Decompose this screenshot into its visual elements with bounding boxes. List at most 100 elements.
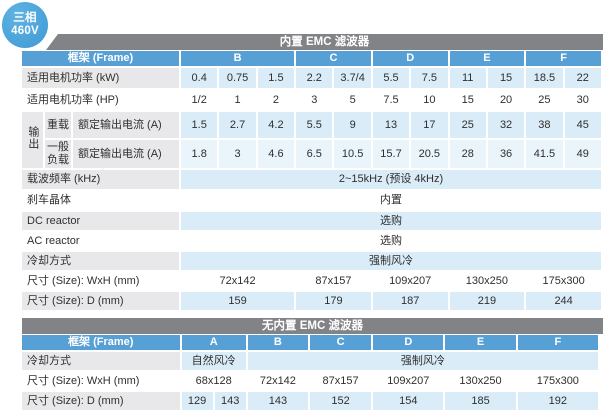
s2-depth-v0: 129 [181, 392, 213, 410]
section1-title-band: 内置 EMC 滤波器 [46, 34, 603, 50]
s2-wxh-v4: 130x250 [445, 372, 516, 390]
s1-carrier-row: 载波频率 (kHz) 2~15kHz (预设 4kHz) [22, 170, 601, 189]
s2-wxh-v5: 175x300 [517, 372, 598, 390]
s1-depth-v0: 159 [181, 292, 295, 310]
s1-ac-reactor-label: AC reactor [22, 232, 180, 250]
s2-frame-c: C [309, 335, 372, 350]
s1-output-group-label: 输出 [22, 112, 43, 168]
s1-wxh-v3: 130x250 [449, 272, 525, 290]
s1-normal-v8: 36 [487, 140, 525, 168]
s1-normal-v6: 20.5 [411, 140, 448, 168]
s1-frame-row: 框架 (Frame) B C D E F [22, 51, 601, 66]
s2-cooling-value-a: 自然风冷 [181, 352, 246, 370]
s1-heavy-v3: 5.5 [296, 112, 333, 138]
s1-depth-v1: 179 [296, 292, 371, 310]
s2-cooling-value-rest: 强制风冷 [247, 352, 598, 370]
s2-depth-v6: 192 [517, 392, 598, 410]
s2-frame-f: F [517, 335, 598, 350]
s1-hp-v5: 7.5 [372, 90, 410, 110]
s2-wxh-v3: 109x207 [373, 372, 444, 390]
s1-frame-b: B [181, 51, 295, 66]
s1-heavy-v0: 1.5 [181, 112, 218, 138]
s1-heavy-sublabel: 额定输出电流 (A) [73, 112, 180, 138]
s1-depth-row: 尺寸 (Size): D (mm) 159 179 187 219 244 [22, 292, 601, 310]
s1-kw-v7: 11 [449, 68, 486, 88]
s1-wxh-v0: 72x142 [181, 272, 295, 290]
s1-normal-v9: 41.5 [526, 140, 563, 168]
s1-normal-v1: 3 [219, 140, 256, 168]
s1-frame-c: C [296, 51, 371, 66]
s1-hp-label: 适用电机功率 (HP) [22, 90, 180, 110]
s1-cooling-value: 强制风冷 [181, 252, 601, 270]
s1-kw-v8: 15 [487, 68, 525, 88]
s1-kw-v10: 22 [564, 68, 601, 88]
s1-kw-v9: 18.5 [526, 68, 563, 88]
s1-heavy-v8: 32 [487, 112, 525, 138]
s1-kw-v2: 1.5 [257, 68, 295, 88]
s1-ac-reactor-row: AC reactor 选购 [22, 232, 601, 250]
s2-frame-a: A [181, 335, 246, 350]
s1-cooling-label: 冷却方式 [22, 252, 180, 270]
s1-hp-v2: 2 [257, 90, 295, 110]
no-emc-filter-table: 框架 (Frame) A B C D E F 冷却方式 自然风冷 强制风冷 尺寸… [20, 333, 600, 412]
voltage-badge-voltage: 460V [11, 25, 39, 37]
s1-hp-v1: 1 [219, 90, 256, 110]
s1-wxh-row: 尺寸 (Size): WxH (mm) 72x142 87x157 109x20… [22, 272, 601, 290]
s1-heavy-v5: 13 [372, 112, 410, 138]
s1-heavy-v4: 9 [334, 112, 371, 138]
section2-title-band: 无内置 EMC 滤波器 [22, 318, 603, 334]
s1-wxh-label: 尺寸 (Size): WxH (mm) [22, 272, 180, 290]
s1-kw-v1: 0.75 [219, 68, 256, 88]
s1-dc-reactor-label: DC reactor [22, 212, 180, 230]
s1-kw-v0: 0.4 [181, 68, 218, 88]
s1-frame-e: E [449, 51, 525, 66]
s1-kw-v4: 3.7/4 [334, 68, 371, 88]
s1-normal-v4: 10.5 [334, 140, 371, 168]
s1-heavy-row: 输出 重载 额定输出电流 (A) 1.5 2.7 4.2 5.5 9 13 17… [22, 112, 601, 168]
s1-brake-label: 刹车晶体 [22, 191, 180, 210]
s2-frame-row: 框架 (Frame) A B C D E F [22, 335, 598, 350]
s2-wxh-v2: 87x157 [309, 372, 372, 390]
s1-depth-v4: 244 [526, 292, 601, 310]
s2-cooling-row: 冷却方式 自然风冷 强制风冷 [22, 352, 598, 370]
s2-depth-v2: 143 [247, 392, 308, 410]
s1-heavy-v10: 45 [564, 112, 601, 138]
s1-dc-reactor-value: 选购 [181, 212, 601, 230]
s1-hp-v10: 30 [564, 90, 601, 110]
s1-hp-v7: 15 [449, 90, 486, 110]
s2-depth-v1: 143 [214, 392, 246, 410]
s1-normal-sublabel: 额定输出电流 (A) [73, 140, 180, 168]
s1-heavy-v1: 2.7 [219, 112, 256, 138]
s1-depth-v2: 187 [372, 292, 448, 310]
s1-heavy-v9: 38 [526, 112, 563, 138]
emc-filter-table: 框架 (Frame) B C D E F 适用电机功率 (kW) 0.4 0.7… [20, 49, 603, 312]
s1-heavy-v2: 4.2 [257, 112, 295, 138]
s1-wxh-v1: 87x157 [296, 272, 371, 290]
s1-heavy-v7: 25 [449, 112, 486, 138]
s2-frame-b: B [247, 335, 308, 350]
s2-depth-label: 尺寸 (Size): D (mm) [22, 392, 180, 410]
s2-wxh-v1: 72x142 [247, 372, 308, 390]
s1-normal-v10: 49 [564, 140, 601, 168]
s1-heavy-label: 重载 [45, 112, 71, 138]
s2-wxh-v0: 68x128 [181, 372, 246, 390]
s1-normal-v5: 15.7 [372, 140, 410, 168]
s1-wxh-v2: 109x207 [372, 272, 448, 290]
s1-hp-v4: 5 [334, 90, 371, 110]
s1-hp-v8: 20 [487, 90, 525, 110]
s1-wxh-v4: 175x300 [526, 272, 601, 290]
s1-depth-label: 尺寸 (Size): D (mm) [22, 292, 180, 310]
s1-normal-v2: 4.6 [257, 140, 295, 168]
s1-carrier-label: 载波频率 (kHz) [22, 170, 180, 189]
s1-kw-v6: 7.5 [411, 68, 448, 88]
s1-ac-reactor-value: 选购 [181, 232, 601, 250]
s1-normal-v0: 1.8 [181, 140, 218, 168]
voltage-badge: 三相 460V [2, 2, 48, 48]
s1-normal-row: 一般负载 额定输出电流 (A) 1.8 3 4.6 6.5 10.5 15.7 … [22, 140, 601, 168]
s1-depth-v3: 219 [449, 292, 525, 310]
s2-depth-v5: 185 [445, 392, 516, 410]
s1-normal-label: 一般负载 [45, 140, 71, 168]
voltage-badge-phase: 三相 [13, 11, 37, 24]
s1-frame-f: F [526, 51, 601, 66]
s2-wxh-row: 尺寸 (Size): WxH (mm) 68x128 72x142 87x157… [22, 372, 598, 390]
